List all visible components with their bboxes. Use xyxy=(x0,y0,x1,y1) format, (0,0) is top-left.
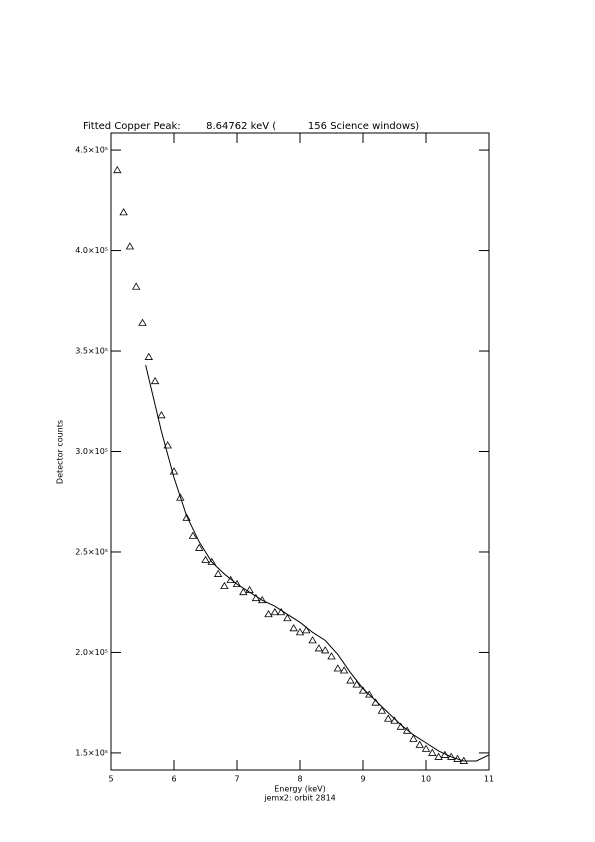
data-point xyxy=(182,513,191,521)
data-point xyxy=(308,636,317,644)
data-point xyxy=(258,595,267,604)
y-tick-label: 3.0×10⁵ xyxy=(75,447,108,456)
data-point xyxy=(188,531,198,539)
data-point xyxy=(176,493,185,501)
data-point xyxy=(321,646,330,654)
data-point xyxy=(333,664,342,672)
data-point xyxy=(220,581,229,590)
data-point xyxy=(289,624,298,632)
y-tick-label: 4.5×10⁵ xyxy=(75,146,108,155)
y-tick-label: 3.5×10⁵ xyxy=(75,347,108,356)
data-point xyxy=(226,575,235,584)
data-point xyxy=(144,352,153,360)
data-point xyxy=(421,744,431,752)
x-tick-label: 5 xyxy=(108,775,113,784)
subtitle: jemx2: orbit 2814 xyxy=(263,794,336,803)
data-point xyxy=(125,242,135,250)
data-point xyxy=(428,748,437,756)
data-point xyxy=(302,626,311,634)
x-tick-label: 11 xyxy=(484,775,494,784)
data-point xyxy=(415,740,424,748)
data-point xyxy=(213,569,223,577)
data-point xyxy=(201,555,210,563)
data-point xyxy=(402,726,412,734)
y-axis-label: Detector counts xyxy=(56,420,65,484)
data-point xyxy=(434,752,443,760)
data-point xyxy=(157,411,166,419)
data-point xyxy=(132,282,141,290)
data-point xyxy=(113,165,122,174)
data-point xyxy=(239,587,248,596)
y-tick-label: 2.5×10⁵ xyxy=(75,547,108,556)
data-point xyxy=(163,441,172,449)
x-tick-label: 7 xyxy=(234,775,239,784)
data-point xyxy=(377,706,387,714)
data-point xyxy=(384,714,393,722)
data-point xyxy=(365,690,374,698)
data-point xyxy=(119,208,128,216)
x-tick-label: 9 xyxy=(360,775,365,784)
data-point xyxy=(327,652,336,660)
x-axis-label: Energy (keV) xyxy=(274,785,326,794)
data-point xyxy=(264,609,273,618)
data-point xyxy=(283,613,292,622)
x-tick-label: 10 xyxy=(421,775,431,784)
data-point xyxy=(232,579,242,588)
data-point xyxy=(339,666,349,674)
data-point xyxy=(195,543,204,551)
data-point xyxy=(314,644,324,652)
chart-title: Fitted Copper Peak: 8.64762 keV ( 156 Sc… xyxy=(83,121,419,132)
data-point xyxy=(138,318,147,326)
data-point xyxy=(207,557,216,565)
x-tick-label: 6 xyxy=(171,775,176,784)
fit-line xyxy=(145,364,490,762)
data-point xyxy=(352,680,361,688)
data-point xyxy=(409,734,418,742)
data-point xyxy=(270,607,279,616)
data-point xyxy=(295,628,305,636)
y-tick-label: 1.5×10⁵ xyxy=(75,748,108,757)
data-point xyxy=(150,376,160,385)
y-tick-label: 2.0×10⁵ xyxy=(75,648,108,657)
data-point xyxy=(346,676,355,684)
y-tick-label: 4.0×10⁵ xyxy=(75,246,108,255)
x-tick-label: 8 xyxy=(297,775,302,784)
